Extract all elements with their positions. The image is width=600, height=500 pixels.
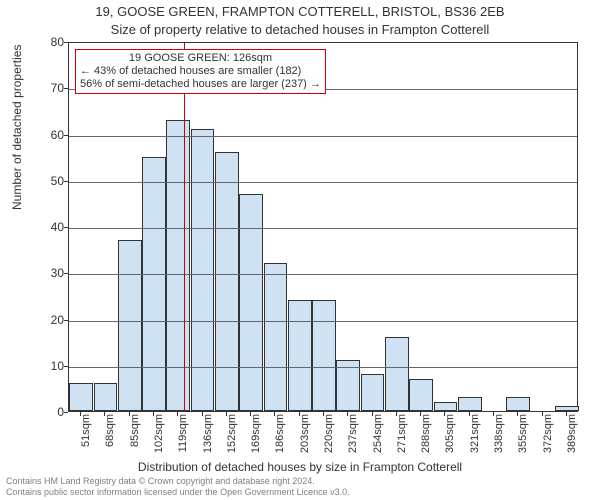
histogram-bar [385, 337, 409, 411]
x-tick-label: 85sqm [129, 414, 141, 464]
x-tick-label: 68sqm [104, 414, 116, 464]
histogram-bar [361, 374, 385, 411]
x-tick-label: 338sqm [493, 414, 505, 464]
y-tick-label: 10 [34, 359, 64, 373]
x-tick-label: 305sqm [444, 414, 456, 464]
plot-area: 19 GOOSE GREEN: 126sqm ← 43% of detached… [68, 42, 578, 412]
y-tick-mark [64, 88, 68, 89]
histogram-bar [118, 240, 142, 411]
y-tick-label: 30 [34, 266, 64, 280]
y-tick-label: 20 [34, 313, 64, 327]
annotation-line-1: 19 GOOSE GREEN: 126sqm [80, 52, 321, 65]
x-tick-label: 136sqm [202, 414, 214, 464]
marker-vertical-line [184, 43, 185, 411]
x-tick-label: 372sqm [542, 414, 554, 464]
histogram-bar [191, 129, 215, 411]
x-tick-label: 321sqm [469, 414, 481, 464]
chart-container: 19, GOOSE GREEN, FRAMPTON COTTERELL, BRI… [0, 0, 600, 500]
y-tick-label: 80 [34, 35, 64, 49]
histogram-bar [434, 402, 458, 411]
x-tick-label: 51sqm [80, 414, 92, 464]
histogram-bar [69, 383, 93, 411]
x-axis-label: Distribution of detached houses by size … [0, 460, 600, 474]
footer-line-2: Contains public sector information licen… [6, 487, 350, 498]
histogram-bar [458, 397, 482, 411]
histogram-bar [555, 406, 579, 411]
grid-line [69, 228, 577, 229]
y-tick-mark [64, 366, 68, 367]
histogram-bar [409, 379, 433, 411]
y-tick-label: 0 [34, 405, 64, 419]
y-tick-label: 40 [34, 220, 64, 234]
annotation-box: 19 GOOSE GREEN: 126sqm ← 43% of detached… [75, 49, 326, 94]
x-tick-label: 186sqm [274, 414, 286, 464]
y-tick-label: 70 [34, 81, 64, 95]
annotation-line-3: 56% of semi-detached houses are larger (… [80, 78, 321, 91]
x-tick-label: 203sqm [299, 414, 311, 464]
grid-line [69, 274, 577, 275]
chart-title-main: 19, GOOSE GREEN, FRAMPTON COTTERELL, BRI… [0, 4, 600, 19]
histogram-bar [94, 383, 118, 411]
x-tick-label: 220sqm [323, 414, 335, 464]
histogram-bar [506, 397, 530, 411]
annotation-line-2: ← 43% of detached houses are smaller (18… [80, 65, 321, 78]
histogram-bar [336, 360, 360, 411]
grid-line [69, 136, 577, 137]
grid-line [69, 367, 577, 368]
x-tick-label: 152sqm [226, 414, 238, 464]
histogram-bar [142, 157, 166, 411]
footer-line-1: Contains HM Land Registry data © Crown c… [6, 476, 350, 487]
x-tick-label: 237sqm [347, 414, 359, 464]
y-tick-mark [64, 320, 68, 321]
y-tick-mark [64, 181, 68, 182]
x-tick-label: 169sqm [250, 414, 262, 464]
x-tick-label: 288sqm [420, 414, 432, 464]
y-tick-mark [64, 227, 68, 228]
y-tick-mark [64, 42, 68, 43]
y-tick-label: 50 [34, 174, 64, 188]
x-tick-label: 355sqm [517, 414, 529, 464]
x-tick-label: 254sqm [372, 414, 384, 464]
x-tick-label: 271sqm [396, 414, 408, 464]
x-tick-label: 389sqm [566, 414, 578, 464]
chart-title-sub: Size of property relative to detached ho… [0, 22, 600, 37]
histogram-bar [239, 194, 263, 411]
histogram-bar [264, 263, 288, 411]
y-tick-mark [64, 412, 68, 413]
bars-group [69, 43, 577, 411]
footer-attribution: Contains HM Land Registry data © Crown c… [6, 476, 350, 498]
y-tick-mark [64, 273, 68, 274]
histogram-bar [312, 300, 336, 411]
grid-line [69, 321, 577, 322]
x-tick-label: 102sqm [153, 414, 165, 464]
x-tick-label: 119sqm [177, 414, 189, 464]
histogram-bar [215, 152, 239, 411]
y-tick-mark [64, 135, 68, 136]
y-axis-label: Number of detached properties [10, 45, 24, 210]
histogram-bar [288, 300, 312, 411]
y-tick-label: 60 [34, 128, 64, 142]
grid-line [69, 182, 577, 183]
